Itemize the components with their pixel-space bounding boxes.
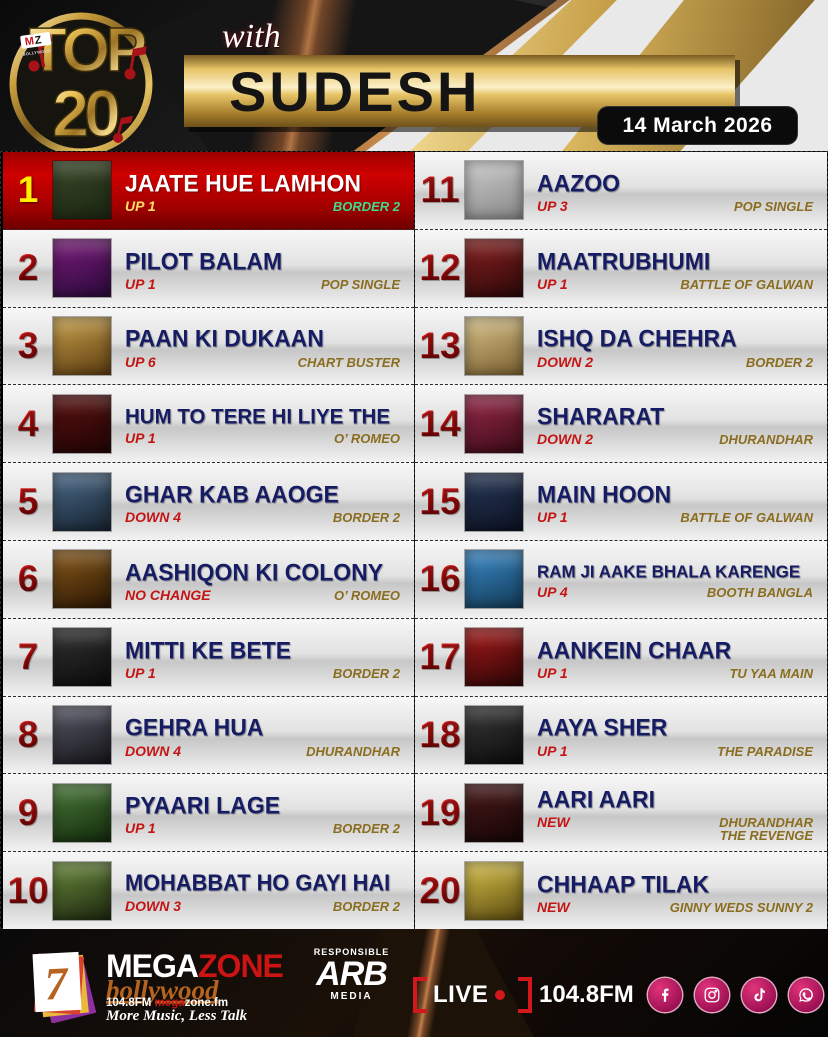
svg-text:M: M: [24, 35, 35, 48]
svg-text:20: 20: [52, 76, 118, 150]
